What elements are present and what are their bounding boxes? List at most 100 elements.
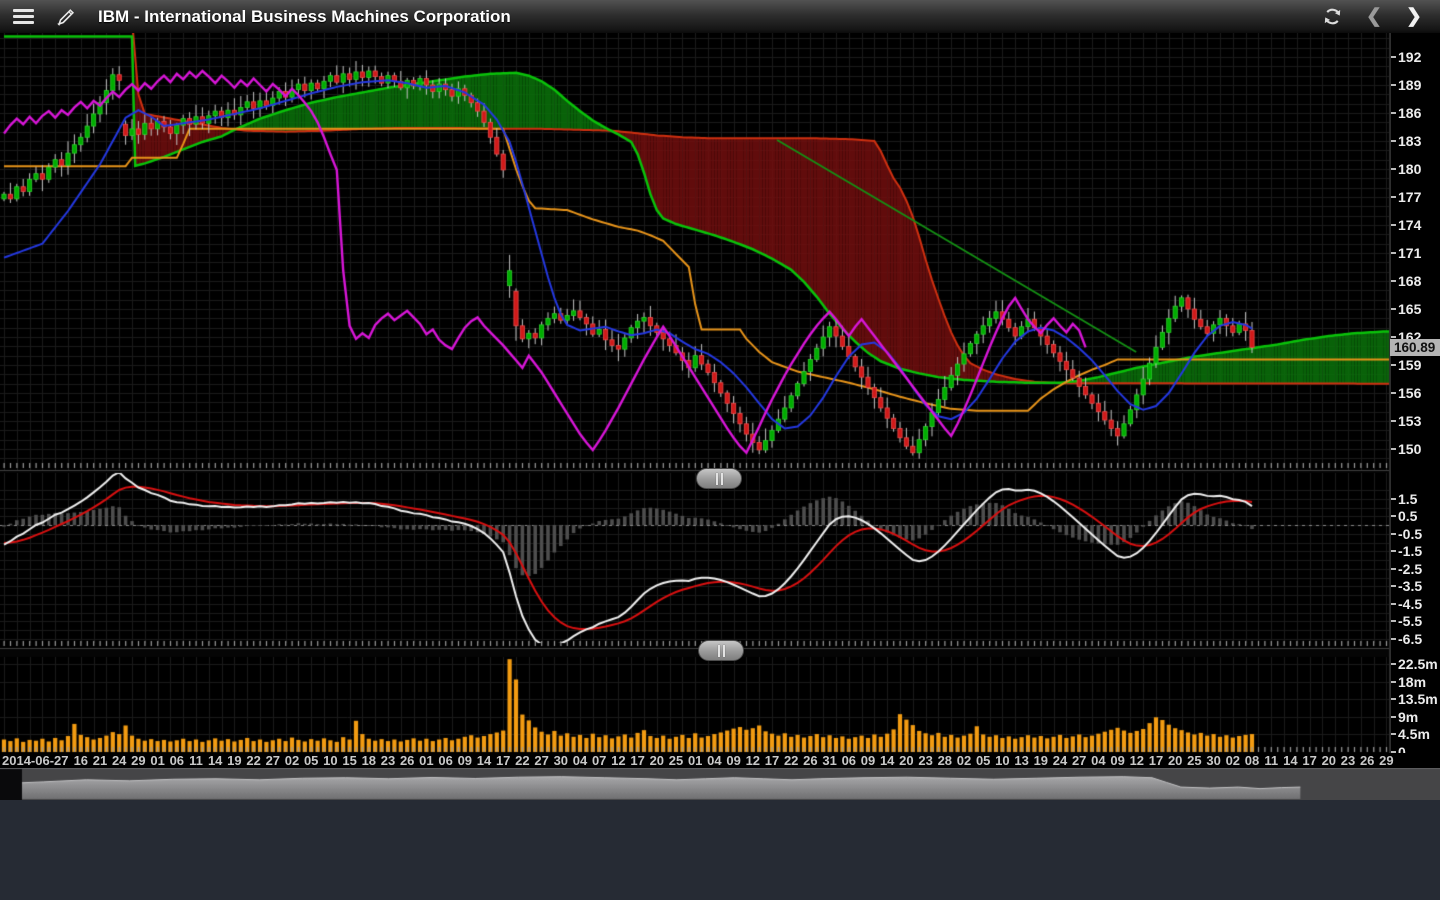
hamburger-icon (12, 9, 34, 24)
time-tick-label: 23 (380, 753, 396, 768)
volume-tick-label: 0 (1391, 743, 1440, 761)
price-tick-label: 183 (1391, 132, 1440, 150)
macd-tick-label: -1.5 (1391, 542, 1440, 560)
macd-tick-label: -2.5 (1391, 560, 1440, 578)
header-bar: IBM - International Business Machines Co… (0, 0, 1440, 34)
time-tick-label: 20 (1321, 753, 1337, 768)
time-tick-label: 14 (1283, 753, 1298, 768)
time-tick-label: 27 (534, 753, 549, 768)
time-tick-label: 24 (111, 753, 127, 768)
price-tick-label: 168 (1391, 272, 1440, 290)
price-tick-label: 150 (1391, 440, 1440, 458)
macd-tick-label: -6.5 (1391, 630, 1440, 648)
macd-tick-label: 1.5 (1391, 490, 1440, 508)
time-tick-label: 14 (476, 753, 492, 768)
time-tick-label: 02 (1225, 753, 1241, 768)
panel-resize-handle-1[interactable] (696, 468, 742, 489)
time-tick-label: 01 (419, 753, 434, 768)
time-tick-label: 22 (246, 753, 261, 768)
chevron-right-icon: ❯ (1406, 6, 1422, 27)
time-tick-label: 09 (1110, 753, 1125, 768)
price-tick-label: 192 (1391, 48, 1440, 66)
menu-button[interactable] (0, 0, 46, 33)
time-tick-label: 10 (323, 753, 338, 768)
time-tick-label: 06 (841, 753, 857, 768)
volume-tick-label: 4.5m (1391, 725, 1440, 743)
time-tick-label: 01 (150, 753, 165, 768)
time-tick-label: 14 (207, 753, 223, 768)
time-tick-label: 23 (1340, 753, 1356, 768)
time-tick-label: 20 (1167, 753, 1183, 768)
time-tick-label: 30 (553, 753, 569, 768)
time-tick-label: 25 (1187, 753, 1202, 768)
minimap-scrollbar[interactable] (0, 768, 1440, 800)
chart-title: IBM - International Business Machines Co… (98, 6, 511, 26)
volume-tick-label: 18m (1391, 673, 1440, 691)
time-tick-label: 20 (899, 753, 914, 768)
time-tick-label: 2014-06-27 (2, 753, 69, 768)
time-tick-label: 10 (995, 753, 1010, 768)
time-tick-label: 24 (1052, 753, 1068, 768)
time-tick-label: 31 (822, 753, 837, 768)
price-tick-label: 159 (1391, 356, 1440, 374)
time-tick-label: 20 (649, 753, 665, 768)
volume-tick-label: 22.5m (1391, 655, 1440, 673)
time-tick-label: 19 (227, 753, 242, 768)
time-tick-label: 04 (572, 753, 588, 768)
time-tick-label: 09 (457, 753, 473, 768)
refresh-button[interactable] (1310, 0, 1354, 33)
macd-tick-label: -0.5 (1391, 525, 1440, 543)
time-tick-label: 23 (918, 753, 933, 768)
price-tick-label: 165 (1391, 300, 1440, 318)
time-tick-label: 06 (438, 753, 453, 768)
time-tick-label: 26 (399, 753, 415, 768)
time-tick-label: 11 (1264, 753, 1279, 768)
time-tick-label: 22 (515, 753, 530, 768)
price-tick-label: 174 (1391, 216, 1440, 234)
time-tick-label: 12 (1129, 753, 1145, 768)
time-tick-label: 19 (1033, 753, 1049, 768)
price-tick-label: 180 (1391, 160, 1440, 178)
price-tick-label: 177 (1391, 188, 1440, 206)
time-tick-label: 09 (860, 753, 876, 768)
time-tick-label: 29 (1379, 753, 1394, 768)
time-tick-label: 28 (937, 753, 953, 768)
volume-tick-label: 13.5m (1391, 690, 1440, 708)
previous-button[interactable]: ❮ (1354, 0, 1394, 33)
time-tick-label: 08 (1244, 753, 1260, 768)
pencil-icon (57, 8, 75, 26)
time-tick-label: 22 (783, 753, 799, 768)
time-tick-label: 04 (707, 753, 722, 768)
time-tick-label: 14 (879, 753, 895, 768)
time-tick-label: 02 (956, 753, 972, 768)
time-tick-label: 05 (303, 753, 319, 768)
time-tick-label: 02 (284, 753, 300, 768)
time-tick-label: 09 (726, 753, 741, 768)
time-tick-label: 07 (591, 753, 607, 768)
time-tick-label: 05 (975, 753, 991, 768)
draw-tool-button[interactable] (46, 0, 86, 33)
next-button[interactable]: ❯ (1394, 0, 1434, 33)
time-tick-label: 27 (265, 753, 281, 768)
time-tick-label: 26 (1359, 753, 1375, 768)
time-tick-label: 17 (1302, 753, 1317, 768)
price-chart-canvas[interactable] (0, 33, 1390, 753)
time-tick-label: 17 (495, 753, 511, 768)
chevron-left-icon: ❮ (1366, 6, 1382, 27)
time-tick-label: 15 (342, 753, 357, 768)
time-tick-label: 16 (73, 753, 89, 768)
macd-tick-label: -4.5 (1391, 595, 1440, 613)
time-tick-label: 06 (169, 753, 185, 768)
time-tick-label: 25 (668, 753, 684, 768)
price-tick-label: 153 (1391, 412, 1440, 430)
time-tick-label: 12 (611, 753, 626, 768)
price-tick-label: 171 (1391, 244, 1440, 262)
time-tick-label: 17 (764, 753, 780, 768)
bottom-panel (0, 800, 1440, 900)
time-tick-label: 17 (1148, 753, 1164, 768)
price-tick-label: 189 (1391, 76, 1440, 94)
time-tick-label: 29 (131, 753, 146, 768)
time-tick-label: 30 (1206, 753, 1221, 768)
panel-resize-handle-2[interactable] (698, 640, 744, 661)
